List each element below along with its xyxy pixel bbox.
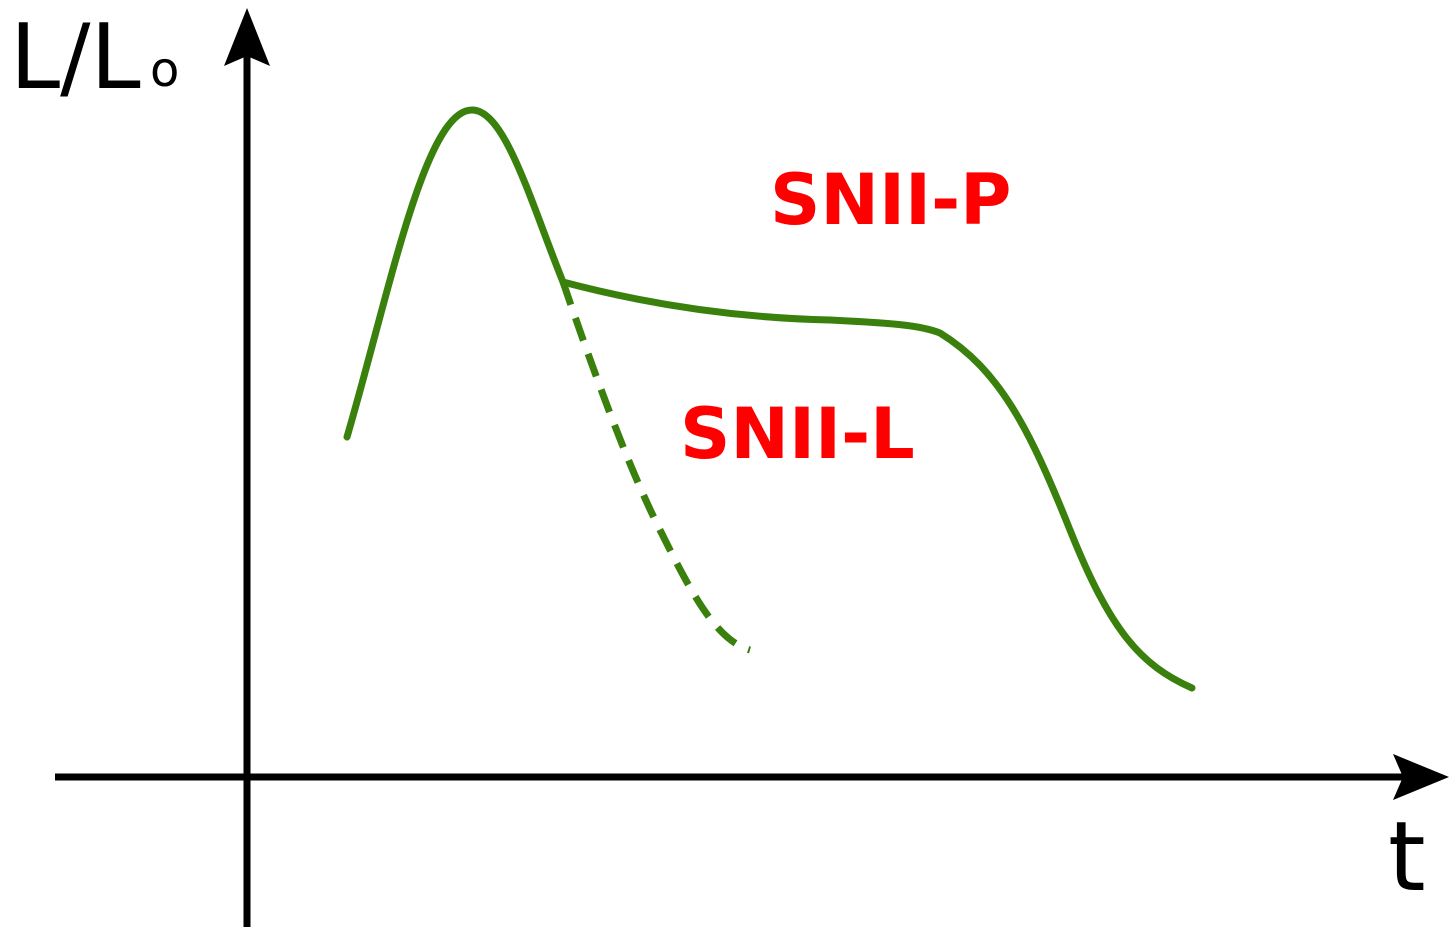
snii-l-curve (559, 280, 752, 654)
y-axis-arrow (224, 8, 270, 66)
y-axis-label-subscript: o (150, 42, 179, 98)
snii-p-curve (343, 106, 1196, 692)
x-axis-arrow (1393, 754, 1449, 800)
x-axis-label: t (1388, 801, 1426, 913)
snii-l-label: SNII-L (680, 393, 915, 475)
y-axis-label: L/L (10, 5, 141, 110)
snii-p-label: SNII-P (770, 159, 1011, 241)
